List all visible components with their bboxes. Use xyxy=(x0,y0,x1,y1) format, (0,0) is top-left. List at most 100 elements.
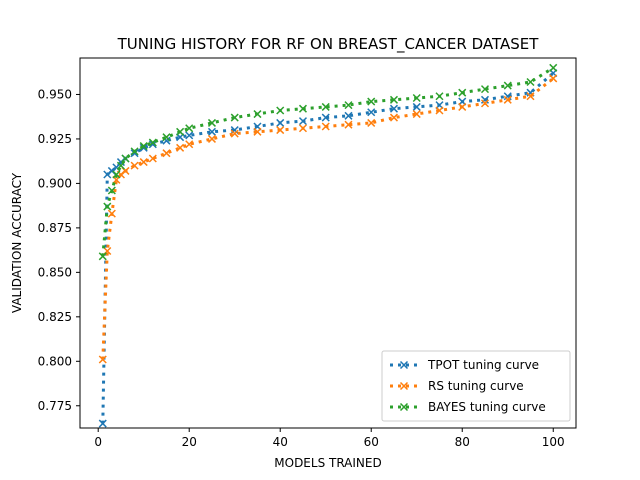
legend-swatch-marker xyxy=(399,402,409,412)
bayes-data-point xyxy=(185,124,194,133)
tpot-data-point xyxy=(230,126,239,135)
x-tick-label: 0 xyxy=(94,435,102,449)
tpot-data-point xyxy=(98,419,107,428)
bayes-data-point xyxy=(526,77,535,87)
bayes-data-point xyxy=(253,110,262,119)
rs-data-point xyxy=(344,120,353,129)
x-tick-label: 60 xyxy=(364,435,379,449)
rs-data-point xyxy=(549,74,558,83)
x-tick-label: 80 xyxy=(455,435,470,449)
bayes-data-point xyxy=(207,118,216,127)
rs-data-point xyxy=(321,122,330,131)
bayes-data-point xyxy=(503,81,512,90)
tpot-data-point xyxy=(298,117,308,126)
bayes-data-point xyxy=(176,127,185,136)
rs-data-point xyxy=(435,106,444,115)
rs-data-point xyxy=(98,355,107,364)
x-axis-ticks: 0 20 40 60 80 100 xyxy=(94,428,565,449)
tpot-data-point xyxy=(344,111,353,120)
legend-item-rs: RS tuning curve xyxy=(390,379,524,393)
tpot-data-point xyxy=(389,104,399,113)
tpot-data-point xyxy=(148,140,157,149)
tpot-data-point xyxy=(367,108,376,117)
y-tick-label: 0.800 xyxy=(38,354,72,368)
x-tick-label: 100 xyxy=(542,435,565,449)
y-tick-label: 0.875 xyxy=(38,221,72,235)
bayes-data-point xyxy=(389,95,399,104)
rs-data-point xyxy=(276,126,285,135)
bayes-data-point xyxy=(435,92,444,101)
rs-data-point xyxy=(389,113,399,122)
bayes-data-point xyxy=(321,102,330,111)
rs-series-line xyxy=(101,77,555,360)
y-tick-label: 0.825 xyxy=(38,310,72,324)
rs-data-point xyxy=(412,110,421,119)
y-tick-label: 0.850 xyxy=(38,265,72,279)
bayes-data-point xyxy=(107,186,116,195)
rs-data-point xyxy=(176,143,185,152)
rs-data-point xyxy=(503,95,512,104)
bayes-data-point xyxy=(148,138,157,147)
plot-frame xyxy=(79,57,577,429)
legend-swatch-marker xyxy=(399,360,409,370)
tpot-data-point xyxy=(480,95,490,104)
rs-data-point xyxy=(526,92,535,101)
y-tick-label: 0.950 xyxy=(38,87,72,101)
tpot-data-point xyxy=(321,113,330,122)
bayes-data-point xyxy=(162,133,171,142)
plot-series xyxy=(98,63,558,428)
legend-item-bayes: BAYES tuning curve xyxy=(390,400,546,414)
tpot-data-point xyxy=(185,131,194,140)
rs-data-point xyxy=(139,158,148,167)
rs-data-point xyxy=(253,127,262,136)
legend-item-tpot: TPOT tuning curve xyxy=(390,358,539,372)
rs-data-point xyxy=(230,129,239,138)
bayes-data-point xyxy=(98,252,107,261)
rs-data-point xyxy=(162,149,171,158)
y-tick-label: 0.925 xyxy=(38,132,72,146)
y-tick-label: 0.900 xyxy=(38,176,72,190)
x-axis-label: MODELS TRAINED xyxy=(274,456,381,470)
bayes-data-point xyxy=(458,88,467,97)
x-tick-label: 20 xyxy=(182,435,197,449)
legend-swatch-marker xyxy=(399,381,409,391)
chart-title: TUNING HISTORY FOR RF ON BREAST_CANCER D… xyxy=(117,35,540,54)
rs-data-point xyxy=(367,118,376,127)
rs-data-point xyxy=(130,161,139,170)
bayes-data-point xyxy=(480,85,490,94)
rs-data-point xyxy=(480,99,490,108)
bayes-data-point xyxy=(139,142,148,151)
bayes-data-point xyxy=(298,104,308,113)
bayes-data-point xyxy=(112,170,121,179)
y-axis-ticks: 0.775 0.800 0.825 0.850 0.875 0.900 0.925 0.950 xyxy=(38,87,80,413)
bayes-data-point xyxy=(367,97,376,106)
rs-data-point xyxy=(148,154,157,163)
legend-label: RS tuning curve xyxy=(428,379,524,393)
y-axis-label: VALIDATION ACCURACY xyxy=(10,172,24,313)
bayes-data-point xyxy=(549,63,558,72)
x-tick-label: 40 xyxy=(273,435,288,449)
legend-box xyxy=(381,350,571,422)
bayes-data-point xyxy=(230,113,239,122)
tpot-data-point xyxy=(412,102,421,111)
rs-data-point xyxy=(185,140,194,149)
legend-label: BAYES tuning curve xyxy=(428,400,546,414)
bayes-data-point xyxy=(130,147,139,156)
rs-data-point xyxy=(107,209,116,218)
bayes-data-point xyxy=(116,161,125,170)
y-tick-label: 0.775 xyxy=(38,399,72,413)
bayes-data-point xyxy=(121,154,130,163)
rs-data-point xyxy=(458,102,467,111)
bayes-data-point xyxy=(412,93,421,103)
bayes-series-line xyxy=(101,66,554,257)
legend: TPOT tuning curve RS tuning curve BAYES tu… xyxy=(381,350,571,422)
rs-data-point xyxy=(298,124,308,133)
tpot-data-point xyxy=(207,127,216,136)
bayes-data-point xyxy=(276,106,285,115)
legend-label: TPOT tuning curve xyxy=(427,358,539,372)
tpot-data-point xyxy=(276,118,285,127)
rs-data-point xyxy=(207,134,216,143)
bayes-data-point xyxy=(344,101,353,110)
bayes-data-point xyxy=(103,202,112,211)
